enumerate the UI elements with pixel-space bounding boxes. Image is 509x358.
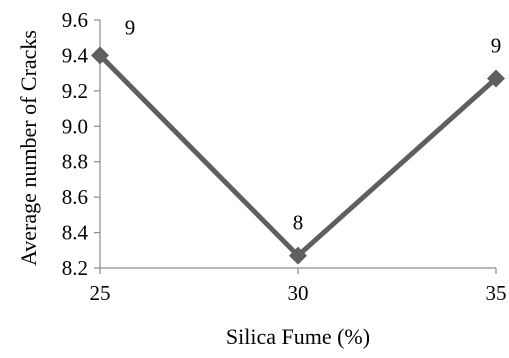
y-tick-label: 8.8 xyxy=(62,150,88,174)
data-label: 9 xyxy=(125,15,136,39)
x-tick-labels: 25 30 35 xyxy=(90,281,507,305)
data-point-marker xyxy=(91,46,109,65)
y-tick-label: 9.4 xyxy=(62,43,89,67)
y-tick-label: 9.2 xyxy=(62,79,88,103)
data-point-marker xyxy=(487,69,505,88)
x-tick-label: 35 xyxy=(486,281,507,305)
axes xyxy=(94,19,497,274)
y-tick-label: 9.0 xyxy=(62,114,88,138)
x-tick-label: 30 xyxy=(288,281,309,305)
data-labels: 9 8 9 xyxy=(125,15,502,234)
y-tick-labels: 8.2 8.4 8.6 8.8 9.0 9.2 9.4 9.6 xyxy=(62,8,89,280)
data-point-marker xyxy=(289,246,307,265)
x-axis-title: Silica Fume (%) xyxy=(226,324,370,349)
y-axis-title: Average number of Cracks xyxy=(16,30,41,266)
y-tick-label: 8.2 xyxy=(62,256,88,280)
data-label: 8 xyxy=(293,211,304,235)
data-label: 9 xyxy=(491,33,502,57)
y-tick-label: 8.4 xyxy=(62,221,89,245)
y-tick-label: 9.6 xyxy=(62,8,88,32)
x-tick-label: 25 xyxy=(90,281,111,305)
y-tick-label: 8.6 xyxy=(62,185,88,209)
series-group xyxy=(91,46,505,265)
